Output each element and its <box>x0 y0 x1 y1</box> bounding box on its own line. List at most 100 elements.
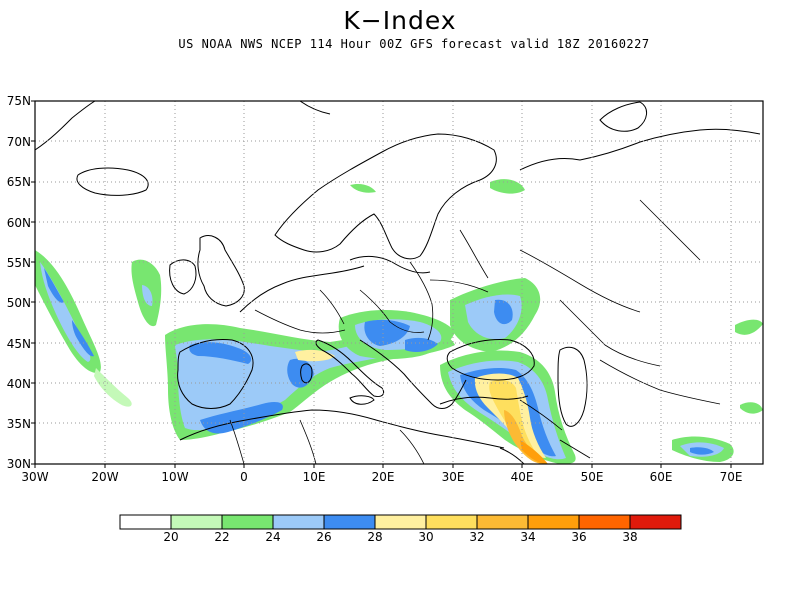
shade-balkans-darkblue-2 <box>405 337 438 352</box>
border-9 <box>599 359 721 405</box>
colorbar-box-9 <box>527 514 580 530</box>
colorbar-box-4 <box>272 514 325 530</box>
shade-ireland-blue <box>142 285 153 306</box>
borders <box>229 199 721 464</box>
colorbar-label-22: 22 <box>214 530 230 544</box>
shade-north-green <box>490 179 525 194</box>
border-4 <box>409 261 434 341</box>
lon-label-60e: 60E <box>649 470 673 484</box>
coast-italy <box>315 339 385 397</box>
lat-label-50n: 50N <box>6 296 31 310</box>
shade-atlantic-lightgreen <box>94 368 132 407</box>
shade-mideast-darkorange <box>520 440 548 464</box>
lat-label-65n: 65N <box>6 175 31 189</box>
border-14 <box>639 199 701 261</box>
coast-gulf <box>559 439 591 459</box>
border-2 <box>319 289 345 325</box>
shade-north-green-2 <box>350 183 376 193</box>
border-5 <box>429 279 489 293</box>
coast-europe-north <box>239 265 365 313</box>
shade-west-med-darkblue-a <box>189 342 252 364</box>
colorbar-box-3 <box>221 514 274 530</box>
colorbar-box-6 <box>374 514 427 530</box>
colorbar-box-10 <box>578 514 631 530</box>
lon-label-30w: 30W <box>21 470 49 484</box>
coast-balkans <box>359 339 467 409</box>
shade-caspian-darkblue <box>690 447 714 455</box>
lon-label-10e: 10E <box>302 470 326 484</box>
coast-scandinavia <box>274 133 497 260</box>
lat-label-55n: 55N <box>6 256 31 270</box>
colorbar-box-2 <box>170 514 223 530</box>
lon-label-40e: 40E <box>510 470 534 484</box>
shade-east-green <box>735 319 763 335</box>
border-6 <box>459 229 489 279</box>
border-10 <box>519 399 563 431</box>
coastlines <box>35 101 761 464</box>
coast-north-africa <box>179 409 505 449</box>
shade-east-green-2 <box>740 402 763 414</box>
coast-greenland <box>35 101 96 151</box>
colorbar-label-34: 34 <box>520 530 536 544</box>
colorbar-label-26: 26 <box>316 530 332 544</box>
colorbar-label-38: 38 <box>622 530 638 544</box>
colorbar-box-8 <box>476 514 529 530</box>
coast-blacksea <box>446 339 535 381</box>
coast-arctic-russia <box>519 128 761 171</box>
coast-svalbard <box>299 101 331 115</box>
coast-novaya-zemlya <box>599 101 647 132</box>
k-index-shading <box>35 101 763 464</box>
border-3 <box>359 289 425 333</box>
border-1 <box>254 309 346 334</box>
lon-label-30e: 30E <box>441 470 465 484</box>
colorbar-box-11 <box>629 514 682 530</box>
coast-britain <box>197 235 245 307</box>
coast-ireland <box>169 259 197 295</box>
shade-mideast-orange <box>504 410 544 464</box>
shade-west-med-yellow <box>295 349 335 362</box>
colorbar-label-36: 36 <box>571 530 587 544</box>
coast-iceland <box>76 167 149 196</box>
colorbar-box-5 <box>323 514 376 530</box>
colorbar-box-7 <box>425 514 478 530</box>
map-title: K−Index <box>343 6 457 35</box>
lat-label-70n: 70N <box>6 135 31 149</box>
border-8 <box>559 299 661 367</box>
lon-label-70e: 70E <box>719 470 743 484</box>
lat-label-35n: 35N <box>6 417 31 431</box>
shade-balkans-darkblue <box>364 319 410 346</box>
shade-west-med-blue <box>175 339 391 431</box>
coast-baltic <box>349 255 431 274</box>
lon-label-20w: 20W <box>91 470 119 484</box>
lat-label-75n: 75N <box>6 94 31 108</box>
lon-label-0: 0 <box>240 470 248 484</box>
lat-label-45n: 45N <box>6 337 31 351</box>
colorbar-box-1 <box>119 514 172 530</box>
colorbar-label-30: 30 <box>418 530 434 544</box>
colorbar-label-32: 32 <box>469 530 485 544</box>
lat-label-30n: 30N <box>6 457 31 471</box>
coast-turkey-south <box>439 395 529 405</box>
map-frame <box>34 100 764 465</box>
lon-label-20e: 20E <box>371 470 395 484</box>
colorbar-label-20: 20 <box>163 530 179 544</box>
coast-caspian <box>557 346 588 427</box>
coast-sicily <box>349 395 375 405</box>
border-7 <box>519 249 641 313</box>
shade-atlantic-darkblue-2 <box>72 320 94 357</box>
axis-ticks <box>31 100 732 468</box>
colorbar <box>119 514 682 530</box>
shade-atlantic-darkblue <box>44 268 64 303</box>
graticule <box>35 101 763 464</box>
colorbar-label-24: 24 <box>265 530 281 544</box>
shade-blacksea-darkblue <box>494 299 513 325</box>
border-11 <box>399 429 425 464</box>
lon-label-50e: 50E <box>580 470 604 484</box>
coast-redsea <box>499 447 525 464</box>
lon-label-10w: 10W <box>161 470 189 484</box>
coast-sardinia <box>300 363 313 384</box>
lat-label-60n: 60N <box>6 216 31 230</box>
colorbar-label-28: 28 <box>367 530 383 544</box>
border-12 <box>299 419 317 464</box>
coast-iberia <box>177 339 254 409</box>
